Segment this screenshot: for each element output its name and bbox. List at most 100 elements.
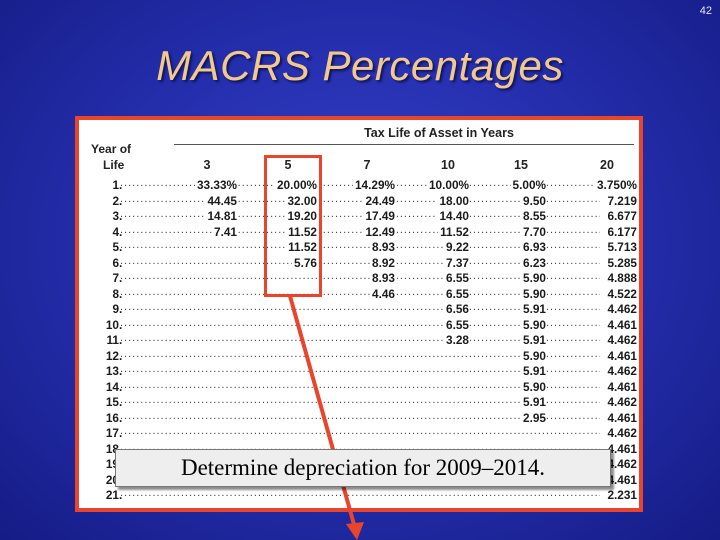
cell-5-year: 19.20	[285, 209, 317, 223]
row-year: 21	[105, 488, 119, 502]
table-row: 10......................................…	[79, 317, 639, 334]
column-header-7: 7	[363, 158, 371, 172]
table-row: 6.......................................…	[79, 254, 639, 272]
cell-15-year: 5.91	[521, 395, 546, 409]
column-header-10: 10	[441, 158, 455, 172]
leader-dots: ........................................…	[120, 285, 600, 298]
cell-20-year: 4.461	[605, 379, 637, 394]
leader-dots: ........................................…	[120, 223, 600, 236]
cell-7-year: 17.49	[363, 209, 395, 223]
leader-dots: ........................................…	[120, 347, 600, 360]
cell-5-year: 5.76	[292, 255, 317, 270]
row-year: 6	[112, 255, 119, 270]
cell-15-year: 5.00%	[510, 178, 546, 192]
cell-15-year: 5.90	[521, 271, 546, 285]
leader-dots: ........................................…	[120, 409, 600, 422]
row-year: 8	[112, 286, 119, 301]
five-year-column-highlight	[264, 155, 322, 297]
slide-title: MACRS Percentages	[156, 42, 564, 89]
cell-3-year: 44.45	[205, 193, 237, 208]
cell-3-year: 33.33%	[194, 178, 237, 192]
row-year: 4	[112, 224, 119, 239]
leader-dots: ........................................…	[120, 332, 600, 344]
cell-15-year: 5.90	[521, 348, 546, 363]
column-header-15: 15	[514, 158, 528, 172]
cell-15-year: 5.91	[521, 302, 546, 316]
table-row: 12......................................…	[79, 347, 639, 365]
cell-15-year: 5.90	[521, 379, 546, 394]
row-year: 9	[112, 302, 119, 316]
cell-20-year: 4.461	[605, 348, 637, 363]
cell-20-year: 7.219	[605, 193, 637, 208]
page-number: 42	[699, 5, 712, 17]
cell-5-year: 11.52	[286, 240, 317, 254]
cell-7-year: 24.49	[363, 193, 395, 208]
leader-dots: ........................................…	[120, 239, 600, 251]
cell-10-year: 7.37	[444, 255, 469, 270]
cell-5-year: 11.52	[286, 224, 317, 239]
cell-15-year: 6.23	[521, 255, 546, 270]
cell-15-year: 5.91	[521, 364, 546, 378]
row-year: 17	[105, 426, 119, 440]
cell-20-year: 4.461	[605, 317, 637, 332]
row-year: 5	[112, 240, 119, 254]
cell-15-year: 5.90	[521, 317, 546, 332]
table-row: 14......................................…	[79, 379, 639, 396]
cell-10-year: 18.00	[437, 193, 469, 208]
leader-dots: ........................................…	[120, 270, 600, 282]
leader-dots: ........................................…	[120, 301, 600, 313]
cell-20-year: 6.677	[605, 209, 637, 223]
cell-10-year: 9.22	[444, 240, 469, 254]
cell-7-year: 12.49	[363, 224, 395, 239]
table-row: 16......................................…	[79, 409, 639, 427]
row-year: 12	[105, 348, 119, 363]
cell-20-year: 4.461	[605, 441, 637, 456]
cell-20-year: 4.462	[605, 395, 637, 409]
column-header-5: 5	[284, 158, 292, 172]
cell-20-year: 4.462	[605, 333, 637, 347]
cell-15-year: 5.90	[521, 286, 546, 301]
cell-10-year: 3.28	[444, 333, 469, 347]
column-header-3: 3	[203, 158, 211, 172]
row-year: 13	[105, 364, 119, 378]
row-year: 2	[112, 193, 119, 208]
cell-20-year: 4.522	[605, 286, 637, 301]
cell-20-year: 4.462	[605, 302, 637, 316]
table-row: 2.......................................…	[79, 192, 639, 210]
cell-20-year: 3.750%	[594, 178, 637, 192]
cell-7-year: 8.93	[370, 240, 395, 254]
year-of-header: Year of	[91, 142, 132, 156]
header-rule	[174, 144, 634, 145]
leader-dots: ........................................…	[120, 363, 600, 375]
cell-20-year: 5.713	[605, 240, 637, 254]
cell-10-year: 14.40	[437, 209, 469, 223]
cell-20-year: 4.461	[605, 410, 637, 425]
callout-box: Determine depreciation for 2009–2014.	[115, 449, 611, 487]
leader-dots: ........................................…	[120, 192, 600, 205]
column-header-20: 20	[600, 158, 614, 172]
cell-7-year: 14.29%	[352, 178, 395, 192]
cell-7-year: 4.46	[370, 286, 395, 301]
table-row: 5.......................................…	[79, 239, 639, 256]
leader-dots: ........................................…	[120, 425, 600, 437]
cell-3-year: 14.81	[205, 209, 237, 223]
cell-20-year: 2.231	[605, 488, 637, 502]
row-year: 3	[112, 209, 119, 223]
cell-15-year: 7.70	[521, 224, 546, 239]
cell-15-year: 8.55	[521, 209, 546, 223]
row-year: 10	[105, 317, 119, 332]
cell-10-year: 6.56	[444, 302, 469, 316]
cell-20-year: 4.462	[605, 364, 637, 378]
table-row: 17......................................…	[79, 425, 639, 442]
leader-dots: ........................................…	[120, 254, 600, 267]
row-year: 14	[105, 379, 119, 394]
cell-20-year: 4.888	[605, 271, 637, 285]
table-row: 9.......................................…	[79, 301, 639, 318]
row-year: 1	[112, 178, 119, 192]
cell-20-year: 4.461	[605, 472, 637, 487]
table-row: 1.......................................…	[79, 177, 639, 194]
cell-7-year: 8.92	[370, 255, 395, 270]
cell-10-year: 6.55	[444, 271, 469, 285]
cell-15-year: 5.91	[521, 333, 546, 347]
cell-7-year: 8.93	[370, 271, 395, 285]
